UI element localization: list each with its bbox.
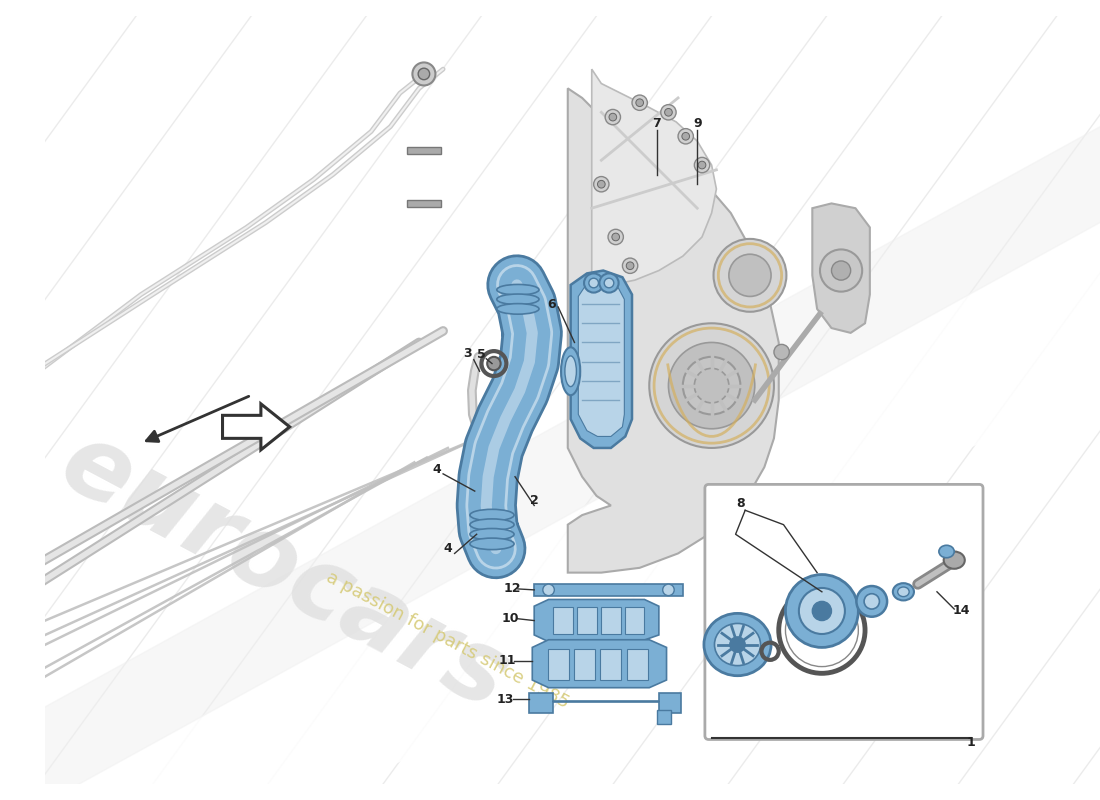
Ellipse shape xyxy=(497,285,539,295)
Ellipse shape xyxy=(497,294,539,305)
Circle shape xyxy=(636,99,644,106)
Circle shape xyxy=(418,68,430,80)
Ellipse shape xyxy=(470,519,514,530)
Polygon shape xyxy=(548,650,569,680)
Polygon shape xyxy=(602,607,620,634)
Polygon shape xyxy=(601,650,621,680)
Circle shape xyxy=(857,586,887,617)
Ellipse shape xyxy=(470,529,514,540)
Polygon shape xyxy=(535,599,659,642)
Circle shape xyxy=(729,637,745,652)
Text: a passion for parts since 1985: a passion for parts since 1985 xyxy=(323,568,572,712)
Circle shape xyxy=(612,233,619,241)
Polygon shape xyxy=(553,607,573,634)
Circle shape xyxy=(669,342,755,429)
Circle shape xyxy=(584,274,603,293)
Circle shape xyxy=(799,588,845,634)
Text: 7: 7 xyxy=(652,118,661,130)
Text: 10: 10 xyxy=(502,612,519,625)
Polygon shape xyxy=(657,710,671,724)
Circle shape xyxy=(785,574,858,647)
Circle shape xyxy=(649,323,774,448)
Circle shape xyxy=(694,158,710,173)
Polygon shape xyxy=(573,650,595,680)
Circle shape xyxy=(597,180,605,188)
Polygon shape xyxy=(578,607,596,634)
Polygon shape xyxy=(627,650,648,680)
Polygon shape xyxy=(568,88,779,573)
Polygon shape xyxy=(571,270,632,448)
Text: 8: 8 xyxy=(736,497,745,510)
Circle shape xyxy=(594,177,609,192)
Circle shape xyxy=(608,230,624,245)
Circle shape xyxy=(604,278,614,288)
Circle shape xyxy=(683,357,740,414)
Ellipse shape xyxy=(561,347,580,395)
Text: 9: 9 xyxy=(693,118,702,130)
Circle shape xyxy=(412,62,436,86)
Ellipse shape xyxy=(470,538,514,550)
Ellipse shape xyxy=(704,614,771,676)
Text: 6: 6 xyxy=(547,298,556,310)
Polygon shape xyxy=(529,694,681,713)
Circle shape xyxy=(865,594,879,609)
Ellipse shape xyxy=(893,583,914,601)
Ellipse shape xyxy=(565,356,576,386)
Circle shape xyxy=(820,250,862,292)
Ellipse shape xyxy=(944,551,965,569)
Ellipse shape xyxy=(470,510,514,521)
Circle shape xyxy=(542,584,554,596)
Polygon shape xyxy=(579,280,625,437)
Text: eurocars: eurocars xyxy=(44,414,525,731)
Text: 13: 13 xyxy=(497,693,514,706)
Circle shape xyxy=(664,109,672,116)
Circle shape xyxy=(729,254,771,297)
Circle shape xyxy=(600,274,618,293)
Bar xyxy=(407,199,441,207)
Circle shape xyxy=(662,584,674,596)
Circle shape xyxy=(698,162,706,169)
Ellipse shape xyxy=(939,546,954,558)
Text: 12: 12 xyxy=(504,582,521,595)
Polygon shape xyxy=(592,69,716,285)
Text: 5: 5 xyxy=(477,349,486,362)
Polygon shape xyxy=(222,404,289,450)
Text: 14: 14 xyxy=(953,605,970,618)
Circle shape xyxy=(609,114,617,121)
Polygon shape xyxy=(625,607,645,634)
Polygon shape xyxy=(812,203,870,333)
Polygon shape xyxy=(532,640,667,688)
Circle shape xyxy=(682,133,690,140)
Text: 1: 1 xyxy=(966,736,975,749)
Text: 4: 4 xyxy=(432,462,441,475)
Ellipse shape xyxy=(497,304,539,314)
Circle shape xyxy=(714,239,786,312)
FancyBboxPatch shape xyxy=(705,484,983,739)
Text: 4: 4 xyxy=(443,542,452,555)
Circle shape xyxy=(487,357,500,370)
Circle shape xyxy=(623,258,638,274)
Circle shape xyxy=(694,368,729,403)
Text: 2: 2 xyxy=(530,494,539,507)
Bar xyxy=(407,147,441,154)
Circle shape xyxy=(832,261,850,280)
Circle shape xyxy=(588,278,598,288)
Circle shape xyxy=(661,105,676,120)
Polygon shape xyxy=(535,584,683,596)
Circle shape xyxy=(774,344,790,360)
Circle shape xyxy=(812,602,832,621)
Circle shape xyxy=(605,110,620,125)
Circle shape xyxy=(632,95,648,110)
Ellipse shape xyxy=(898,587,910,597)
Circle shape xyxy=(678,129,693,144)
Text: 3: 3 xyxy=(463,347,472,361)
Text: 11: 11 xyxy=(498,654,516,667)
Ellipse shape xyxy=(715,623,760,666)
Circle shape xyxy=(626,262,634,270)
